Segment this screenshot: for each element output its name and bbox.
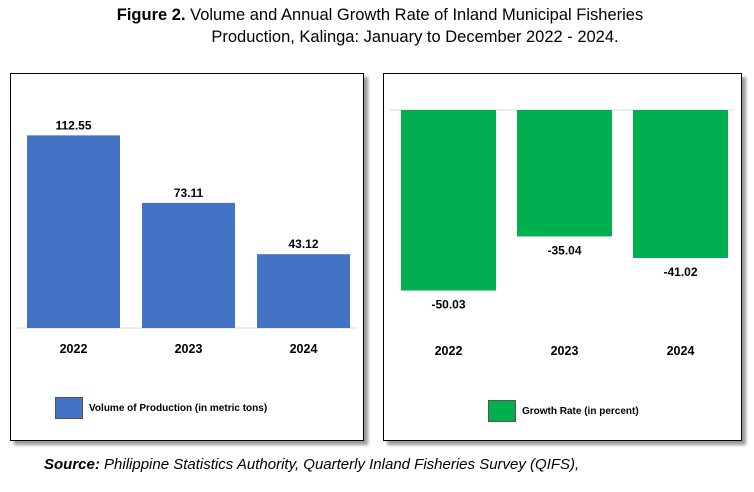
- volume-bar-2023: [142, 202, 235, 328]
- volume-legend: Volume of Production (in metric tons): [55, 397, 267, 419]
- growth-data-label-2023: -35.04: [547, 243, 581, 257]
- growth-data-label-2022: -50.03: [431, 298, 465, 312]
- growth-bar-2023: [517, 110, 612, 237]
- source-text: Philippine Statistics Authority, Quarter…: [104, 456, 580, 473]
- volume-chart-panel: 112.55 2022 73.11 2023 43.12 2024 Volume of P…: [10, 73, 364, 441]
- volume-bar-2024: [257, 254, 350, 328]
- volume-data-label-2023: 73.11: [174, 186, 204, 200]
- figure-title-line2: Production, Kalinga: January to December…: [211, 28, 619, 46]
- figure-label: Figure 2.: [116, 6, 186, 24]
- volume-data-label-2024: 43.12: [288, 237, 318, 251]
- growth-tick-label-2022: 2022: [435, 344, 463, 358]
- volume-tick-label-2022: 2022: [60, 342, 88, 356]
- source-label: Source:: [44, 456, 100, 473]
- growth-tick-label-2023: 2023: [551, 344, 579, 358]
- volume-tick-label-2024: 2024: [290, 342, 318, 356]
- source-note: Source: Philippine Statistics Authority,…: [44, 456, 579, 473]
- growth-bar-2022: [401, 110, 496, 291]
- growth-data-label-2024: -41.02: [663, 265, 697, 279]
- figure-title-line1: Volume and Annual Growth Rate of Inland …: [190, 6, 644, 24]
- growth-bar-2024: [633, 110, 728, 259]
- growth-legend-swatch: [488, 400, 516, 422]
- figure-title: Figure 2. Volume and Annual Growth Rate …: [60, 4, 700, 48]
- volume-bar-2022: [27, 135, 120, 328]
- growth-chart: -50.03 2022 -35.04 2023 -41.02 2024: [390, 109, 734, 358]
- growth-legend: Growth Rate (in percent): [488, 400, 639, 422]
- volume-chart: 112.55 2022 73.11 2023 43.12 2024: [17, 118, 357, 356]
- volume-legend-swatch: [55, 397, 83, 419]
- volume-tick-label-2023: 2023: [175, 342, 203, 356]
- growth-chart-panel: -50.03 2022 -35.04 2023 -41.02 2024 Growth Ra…: [383, 73, 742, 441]
- growth-tick-label-2024: 2024: [667, 344, 695, 358]
- volume-legend-label: Volume of Production (in metric tons): [89, 402, 268, 414]
- volume-data-label-2022: 112.55: [55, 118, 91, 132]
- growth-legend-label: Growth Rate (in percent): [522, 405, 639, 417]
